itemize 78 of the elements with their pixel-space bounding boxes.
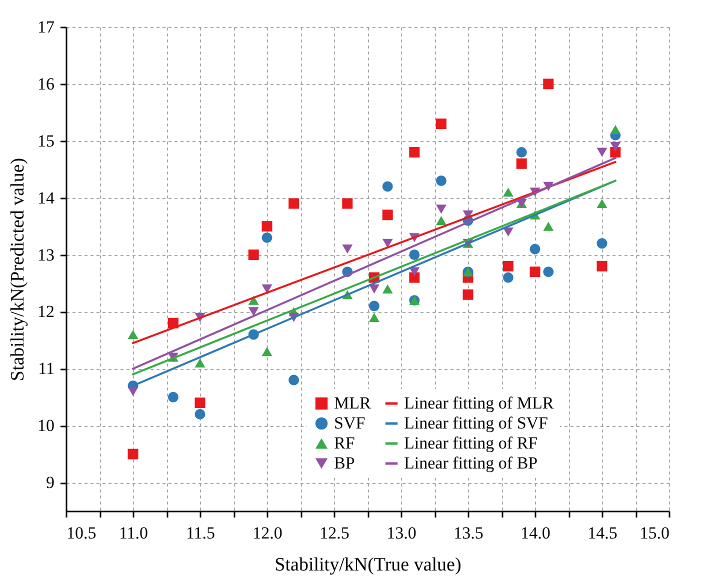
- point: [288, 198, 300, 209]
- point: [502, 272, 514, 283]
- point: [368, 312, 380, 322]
- point: [610, 124, 621, 134]
- legend-label: BP: [334, 454, 355, 472]
- point: [262, 221, 272, 232]
- x-tick-label: 15.0: [640, 524, 670, 542]
- point: [596, 148, 608, 157]
- point: [128, 448, 138, 460]
- y-axis-title: Stability/kN(Predicted value): [8, 158, 28, 382]
- point: [128, 330, 138, 340]
- point: [502, 227, 514, 237]
- legend-label: SVF: [334, 414, 366, 432]
- legend-label: Linear fitting of MLR: [404, 394, 554, 412]
- y-tick-label: 12: [38, 302, 54, 322]
- point: [462, 289, 474, 300]
- point: [596, 260, 608, 272]
- point: [248, 250, 259, 260]
- point: [436, 216, 446, 226]
- point: [382, 210, 393, 220]
- point: [382, 238, 393, 248]
- x-axis-title: Stability/kN(True value): [274, 554, 462, 576]
- point: [436, 118, 446, 130]
- point: [262, 347, 272, 356]
- point: [543, 78, 554, 90]
- x-tick-label: 14.0: [520, 524, 550, 542]
- y-tick-label: 17: [38, 18, 55, 36]
- point: [128, 386, 138, 396]
- point: [409, 272, 420, 283]
- legend-label: Linear fitting of RF: [404, 434, 538, 452]
- y-tick-label: 11: [38, 359, 54, 378]
- point: [502, 188, 514, 197]
- x-tick-label: 12.0: [252, 524, 282, 542]
- legend-label: MLR: [334, 394, 372, 412]
- point: [610, 142, 621, 152]
- point: [382, 181, 393, 192]
- point: [502, 260, 514, 272]
- point: [368, 300, 380, 312]
- point: [516, 158, 527, 169]
- point: [596, 198, 608, 208]
- point: [248, 307, 259, 316]
- legend-label: RF: [334, 434, 355, 452]
- point: [262, 232, 272, 243]
- point: [168, 392, 178, 402]
- point: [530, 266, 540, 278]
- point: [596, 238, 608, 249]
- x-tick-label: 11.5: [186, 524, 216, 542]
- point: [516, 147, 527, 158]
- x-tick-label: 10.5: [66, 524, 96, 542]
- x-tick-label: 13.0: [386, 524, 416, 542]
- point: [436, 176, 446, 186]
- x-tick-label: 11.0: [118, 524, 148, 542]
- y-tick-label: 15: [38, 131, 54, 150]
- point: [382, 284, 393, 294]
- point: [288, 374, 300, 386]
- point: [610, 147, 621, 158]
- y-tick-label: 16: [38, 74, 54, 94]
- point: [530, 244, 540, 254]
- point: [543, 266, 554, 278]
- point: [194, 358, 206, 368]
- y-tick-label: 10: [38, 416, 54, 436]
- y-tick-label: 14: [38, 188, 55, 208]
- x-tick-label: 14.5: [588, 524, 618, 542]
- y-tick-label: 9: [46, 473, 54, 492]
- point: [436, 204, 446, 214]
- point: [342, 244, 353, 254]
- x-tick-label: 13.5: [454, 524, 484, 542]
- point: [342, 198, 353, 209]
- point: [409, 250, 420, 260]
- point: [543, 222, 554, 231]
- point: [409, 147, 420, 158]
- legend-label: Linear fitting of SVF: [404, 414, 548, 432]
- legend-label: Linear fitting of BP: [404, 454, 538, 472]
- x-tick-label: 12.5: [320, 524, 350, 542]
- y-tick-label: 13: [38, 245, 54, 264]
- point: [194, 408, 206, 420]
- point: [262, 284, 272, 294]
- point: [194, 398, 206, 408]
